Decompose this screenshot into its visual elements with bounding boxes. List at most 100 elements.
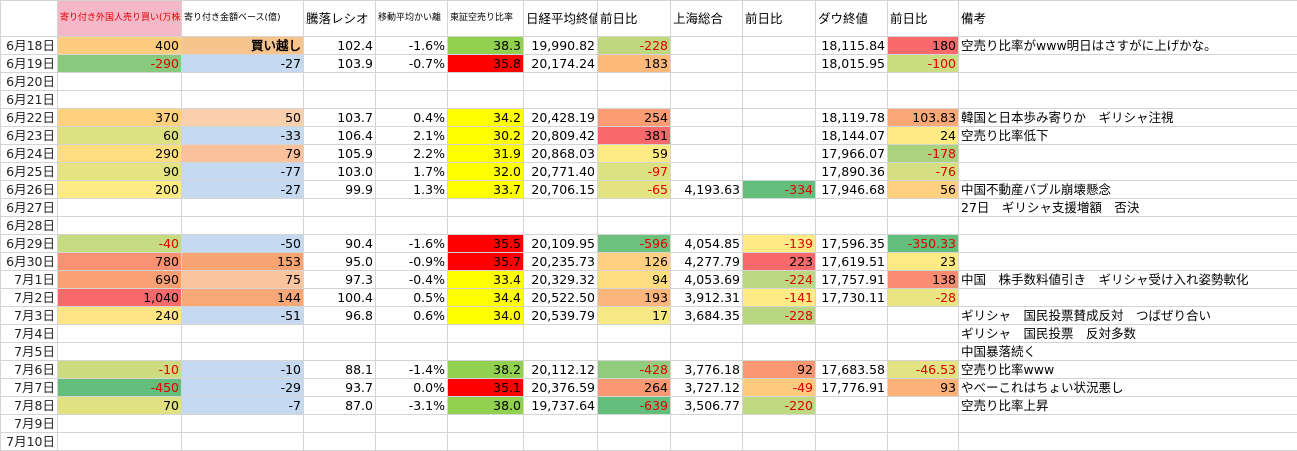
date-cell: 6月24日 — [1, 145, 58, 163]
cell: 20,109.95 — [524, 235, 598, 253]
cell: 34.2 — [448, 109, 524, 127]
cell — [743, 163, 816, 181]
cell: 20,428.19 — [524, 109, 598, 127]
cell: 17,619.51 — [816, 253, 888, 271]
cell — [888, 73, 959, 91]
cell: 33.7 — [448, 181, 524, 199]
cell: 0.5% — [376, 289, 448, 307]
cell — [671, 433, 743, 451]
header-cell: ダウ終値 — [816, 1, 888, 37]
cell: 4,054.85 — [671, 235, 743, 253]
remark-cell — [959, 433, 1297, 451]
cell: 70 — [58, 397, 182, 415]
cell: -0.9% — [376, 253, 448, 271]
cell — [598, 433, 671, 451]
cell: 103.0 — [304, 163, 376, 181]
cell — [888, 307, 959, 325]
cell: -596 — [598, 235, 671, 253]
cell: -100 — [888, 55, 959, 73]
cell — [816, 91, 888, 109]
cell — [743, 415, 816, 433]
cell: 1.7% — [376, 163, 448, 181]
cell — [888, 433, 959, 451]
remark-cell: 空売り比率低下 — [959, 127, 1297, 145]
remark-cell: ギリシャ 国民投票 反対多数 — [959, 325, 1297, 343]
cell: 92 — [743, 361, 816, 379]
header-cell: 前日比 — [888, 1, 959, 37]
cell — [598, 325, 671, 343]
cell: 17,966.07 — [816, 145, 888, 163]
cell: 20,376.59 — [524, 379, 598, 397]
cell — [376, 91, 448, 109]
cell — [816, 433, 888, 451]
cell: 126 — [598, 253, 671, 271]
cell — [182, 217, 304, 235]
remark-cell — [959, 145, 1297, 163]
cell — [524, 199, 598, 217]
remark-cell — [959, 73, 1297, 91]
cell — [182, 199, 304, 217]
cell — [743, 343, 816, 361]
remark-cell — [959, 235, 1297, 253]
cell: 138 — [888, 271, 959, 289]
remark-cell — [959, 289, 1297, 307]
cell: 31.9 — [448, 145, 524, 163]
cell: 32.0 — [448, 163, 524, 181]
cell: 4,053.69 — [671, 271, 743, 289]
cell — [888, 91, 959, 109]
row: 6月20日 — [1, 73, 1297, 91]
date-cell: 6月21日 — [1, 91, 58, 109]
cell: 19,737.64 — [524, 397, 598, 415]
cell: 105.9 — [304, 145, 376, 163]
cell — [816, 73, 888, 91]
cell: 254 — [598, 109, 671, 127]
cell — [524, 91, 598, 109]
cell — [448, 325, 524, 343]
cell: 200 — [58, 181, 182, 199]
cell: -40 — [58, 235, 182, 253]
cell: 35.7 — [448, 253, 524, 271]
cell — [448, 199, 524, 217]
cell: 4,277.79 — [671, 253, 743, 271]
cell: 35.1 — [448, 379, 524, 397]
cell — [743, 199, 816, 217]
date-cell: 7月6日 — [1, 361, 58, 379]
cell: -7 — [182, 397, 304, 415]
date-cell: 6月30日 — [1, 253, 58, 271]
cell — [743, 109, 816, 127]
cell: 買い越し — [182, 37, 304, 55]
cell: 97.3 — [304, 271, 376, 289]
cell — [524, 415, 598, 433]
row: 6月28日 — [1, 217, 1297, 235]
cell — [376, 433, 448, 451]
cell — [58, 343, 182, 361]
cell: -224 — [743, 271, 816, 289]
cell: 1.3% — [376, 181, 448, 199]
cell — [182, 433, 304, 451]
cell: 2.1% — [376, 127, 448, 145]
cell: 193 — [598, 289, 671, 307]
cell — [448, 73, 524, 91]
cell — [671, 109, 743, 127]
cell: -1.6% — [376, 235, 448, 253]
cell — [304, 343, 376, 361]
cell — [888, 325, 959, 343]
cell: 20,539.79 — [524, 307, 598, 325]
cell: 3,684.35 — [671, 307, 743, 325]
row: 7月5日中国暴落続く — [1, 343, 1297, 361]
remark-cell: 空売り比率がwww明日はさすがに上げかな。 — [959, 37, 1297, 55]
cell — [58, 217, 182, 235]
date-cell: 6月22日 — [1, 109, 58, 127]
header-cell: 前日比 — [743, 1, 816, 37]
page: 寄り付き外国人売り買い(万株)寄り付き金額ベース(億)騰落レシオ移動平均かい離東… — [0, 0, 1297, 440]
cell: 17,946.68 — [816, 181, 888, 199]
cell — [182, 325, 304, 343]
header-cell: 東証空売り比率 — [448, 1, 524, 37]
remark-cell: ギリシャ 国民投票賛成反対 つばぜり合い — [959, 307, 1297, 325]
cell — [304, 73, 376, 91]
